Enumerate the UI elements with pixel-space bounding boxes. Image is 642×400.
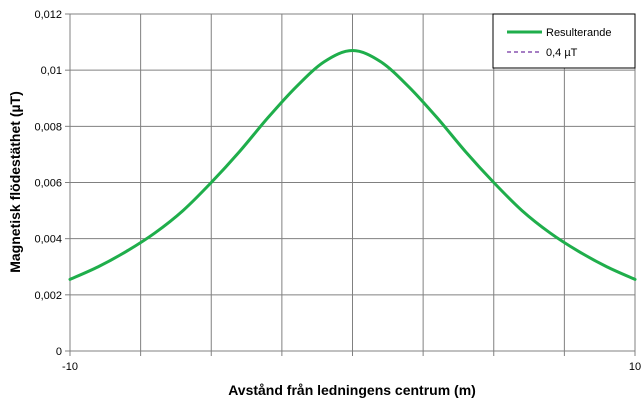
x-tick-label: -10 [62,361,78,373]
legend: Resulterande 0,4 µT [492,13,636,69]
y-axis-title: Magnetisk flödestäthet (µT) [7,91,23,273]
x-tick-labels: -10 10 [62,361,641,373]
y-tick-label: 0,01 [41,65,62,77]
x-tick-label: 10 [629,361,641,373]
gridlines [65,13,636,356]
y-tick-label: 0,012 [34,9,62,21]
series-line-resulterande [68,49,637,281]
y-tick-label: 0,008 [34,121,62,133]
series-lines [68,49,637,281]
y-tick-label: 0,006 [34,178,62,190]
y-tick-label: 0,004 [34,234,62,246]
x-axis-title: Avstånd från ledningens centrum (m) [228,382,476,398]
y-tick-label: 0 [56,346,62,358]
legend-box [492,13,636,69]
legend-label-0-4-ut: 0,4 µT [546,47,578,59]
y-tick-labels: 0 0,002 0,004 0,006 0,008 0,01 0,012 [34,9,62,358]
legend-label-resulterande: Resulterande [546,27,611,39]
y-tick-label: 0,002 [34,290,62,302]
